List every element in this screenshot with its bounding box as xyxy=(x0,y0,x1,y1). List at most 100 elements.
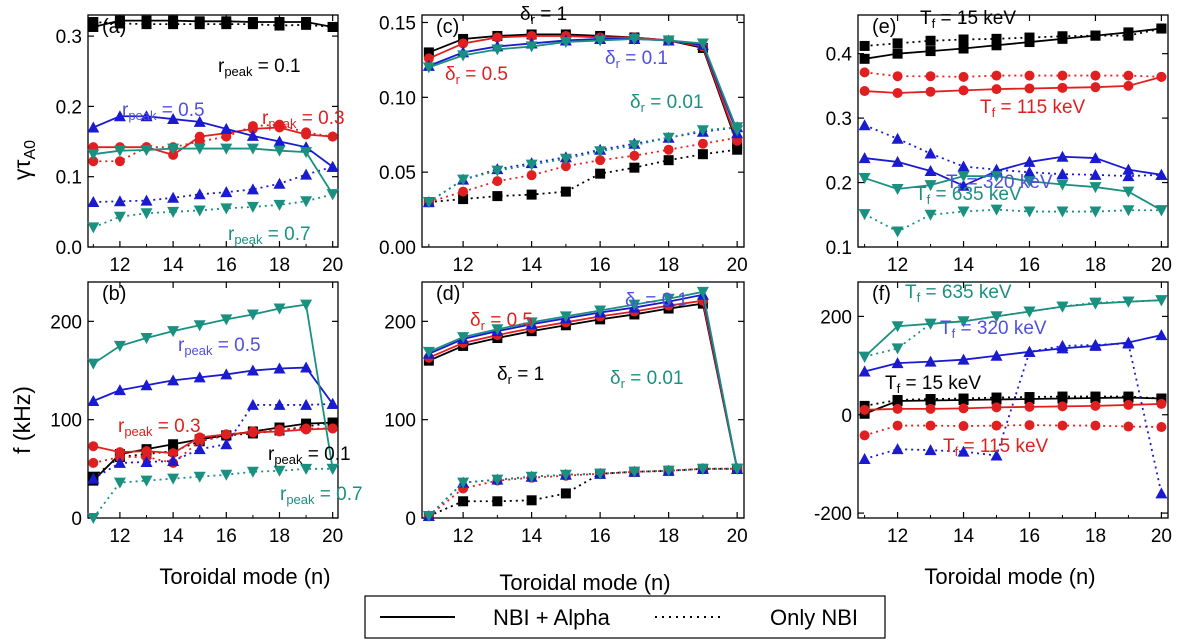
x-tick-label: 12 xyxy=(109,255,130,276)
data-point-dotted xyxy=(167,191,180,203)
data-point-solid xyxy=(1089,298,1102,310)
data-point-dotted xyxy=(273,398,286,410)
data-point-dotted xyxy=(140,475,153,487)
data-point-dotted xyxy=(991,70,1002,81)
data-point-dotted xyxy=(662,465,675,477)
data-point-dotted xyxy=(1123,70,1134,81)
data-point-dotted xyxy=(167,454,180,466)
data-point-solid xyxy=(193,320,206,332)
data-point-dotted xyxy=(858,453,871,464)
data-point-dotted xyxy=(559,153,572,165)
y-tick-label: -200 xyxy=(814,504,852,525)
y-tick-label: 0.1 xyxy=(56,168,82,189)
data-point-dotted xyxy=(957,445,970,457)
series-line-solid xyxy=(428,35,738,142)
data-point-solid xyxy=(858,365,871,377)
data-point-dotted xyxy=(492,191,503,202)
data-point-solid xyxy=(1122,296,1135,308)
data-point-solid xyxy=(114,15,125,26)
series-annotation: δr = 0.01 xyxy=(630,92,704,115)
data-point-dotted xyxy=(924,147,937,159)
data-point-solid xyxy=(221,429,232,440)
x-tick-label: 14 xyxy=(521,255,543,276)
data-point-solid xyxy=(991,394,1002,405)
series-line-dotted xyxy=(93,123,333,163)
data-point-solid xyxy=(300,299,313,311)
data-point-solid xyxy=(274,122,285,133)
data-point-dotted xyxy=(1090,420,1101,431)
series-line-dotted xyxy=(864,208,1162,233)
panel-c: 12 14 16 18 20 0.00 0.05 0.10 0.15 (c) δr = 1 δr = … xyxy=(379,4,748,276)
data-point-solid xyxy=(1123,27,1134,38)
data-point-solid xyxy=(326,160,339,172)
data-point-dotted xyxy=(113,477,126,489)
y-tick-label: 200 xyxy=(384,312,416,333)
data-point-dotted xyxy=(458,186,469,197)
series-annotation: rpeak = 0.7 xyxy=(228,224,311,247)
y-tick-label: 0 xyxy=(405,509,416,530)
series-line-dotted xyxy=(428,148,738,203)
y-tick-label: 0.3 xyxy=(56,27,82,48)
data-point-solid xyxy=(991,402,1002,413)
data-point-solid xyxy=(1090,393,1101,404)
x-tick-label: 16 xyxy=(216,526,237,547)
data-point-solid xyxy=(525,317,538,329)
plot-frame xyxy=(87,281,339,519)
data-point-solid xyxy=(990,171,1003,183)
data-point-solid xyxy=(492,32,503,43)
data-point-solid xyxy=(958,85,969,96)
series-line-solid xyxy=(93,427,333,455)
x-tick-label: 12 xyxy=(453,255,474,276)
data-point-dotted xyxy=(526,189,537,200)
series-annotation: Tf = 635 keV xyxy=(915,184,1022,207)
data-point-dotted xyxy=(1155,487,1168,499)
data-point-solid xyxy=(924,180,937,192)
data-point-dotted xyxy=(958,71,969,82)
data-point-dotted xyxy=(925,71,936,82)
series-annotation: δr = 0.5 xyxy=(470,310,533,333)
series-annotation: Tf = 320 keV xyxy=(946,172,1053,195)
data-point-solid xyxy=(247,17,258,28)
data-point-solid xyxy=(696,286,709,298)
data-point-solid xyxy=(167,326,180,338)
series-annotation: rpeak = 0.7 xyxy=(280,484,363,507)
panel-label: (f) xyxy=(872,283,891,305)
data-point-dotted xyxy=(1024,420,1035,431)
data-point-dotted xyxy=(696,463,709,475)
x-tick-label: 18 xyxy=(658,255,679,276)
data-point-dotted xyxy=(246,201,259,213)
data-point-dotted xyxy=(662,132,675,144)
x-tick-label: 14 xyxy=(521,526,543,547)
plot-frame xyxy=(857,14,1169,248)
data-point-solid xyxy=(423,47,434,58)
data-point-dotted xyxy=(491,165,504,177)
data-point-solid xyxy=(87,149,100,161)
y-tick-label: 0.0 xyxy=(56,238,82,259)
data-point-dotted xyxy=(457,477,470,489)
x-tick-label: 18 xyxy=(1085,255,1106,276)
data-point-solid xyxy=(1089,339,1102,351)
series-line-solid xyxy=(93,19,333,28)
panel-label: (c) xyxy=(436,16,459,38)
legend-item-nbi-alpha: NBI + Alpha xyxy=(493,605,611,630)
data-point-solid xyxy=(1156,398,1167,409)
data-point-solid xyxy=(958,395,969,405)
data-point-dotted xyxy=(1023,166,1036,178)
data-point-solid xyxy=(327,131,338,142)
series-annotation: rpeak = 0.1 xyxy=(268,444,351,467)
series-line-dotted xyxy=(864,342,1163,494)
series-line-dotted xyxy=(864,395,1162,407)
x-tick-label: 12 xyxy=(887,526,908,547)
data-point-solid xyxy=(168,15,179,26)
series-line-solid xyxy=(864,403,1162,411)
series-line-solid xyxy=(863,299,1162,358)
data-point-dotted xyxy=(1089,206,1102,218)
data-point-solid xyxy=(220,122,233,134)
data-point-dotted xyxy=(458,496,469,507)
data-point-solid xyxy=(140,333,153,345)
data-point-dotted xyxy=(300,168,313,180)
series-line-dotted xyxy=(864,124,1162,178)
panel-a: 12 14 16 18 200.00.10.20.3 (a)rpeak = 0.1rpea… xyxy=(56,14,345,276)
data-point-dotted xyxy=(273,177,286,189)
data-point-dotted xyxy=(859,67,870,78)
